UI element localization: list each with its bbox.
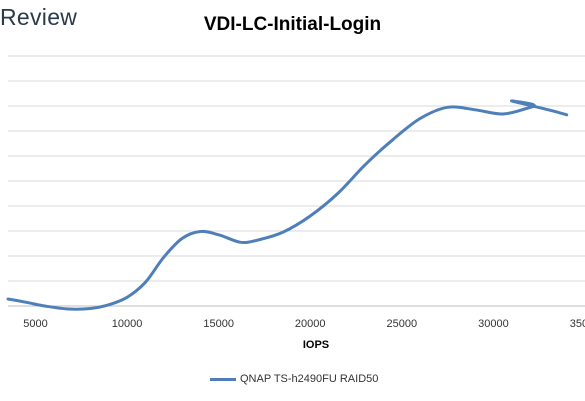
series-layer — [6, 99, 569, 311]
x-axis-label: IOPS — [303, 339, 329, 351]
x-tick-label: 35000 — [570, 318, 585, 330]
gridlines — [8, 55, 585, 307]
x-tick-label: 5000 — [23, 318, 47, 330]
brand-logo: Review — [0, 4, 78, 30]
legend-swatch — [210, 377, 236, 381]
x-tick-label: 30000 — [478, 318, 509, 330]
x-tick-label: 20000 — [295, 318, 326, 330]
legend: QNAP TS-h2490FU RAID50 — [210, 373, 378, 385]
x-tick-label: 10000 — [112, 318, 143, 330]
series-line — [6, 99, 569, 311]
x-tick-label: 25000 — [387, 318, 418, 330]
chart-title: VDI-LC-Initial-Login — [203, 14, 382, 35]
x-axis-ticks: 5000 10000 15000 20000 25000 30000 35000 — [23, 318, 585, 330]
x-tick-label: 15000 — [203, 318, 234, 330]
legend-label: QNAP TS-h2490FU RAID50 — [240, 373, 379, 385]
